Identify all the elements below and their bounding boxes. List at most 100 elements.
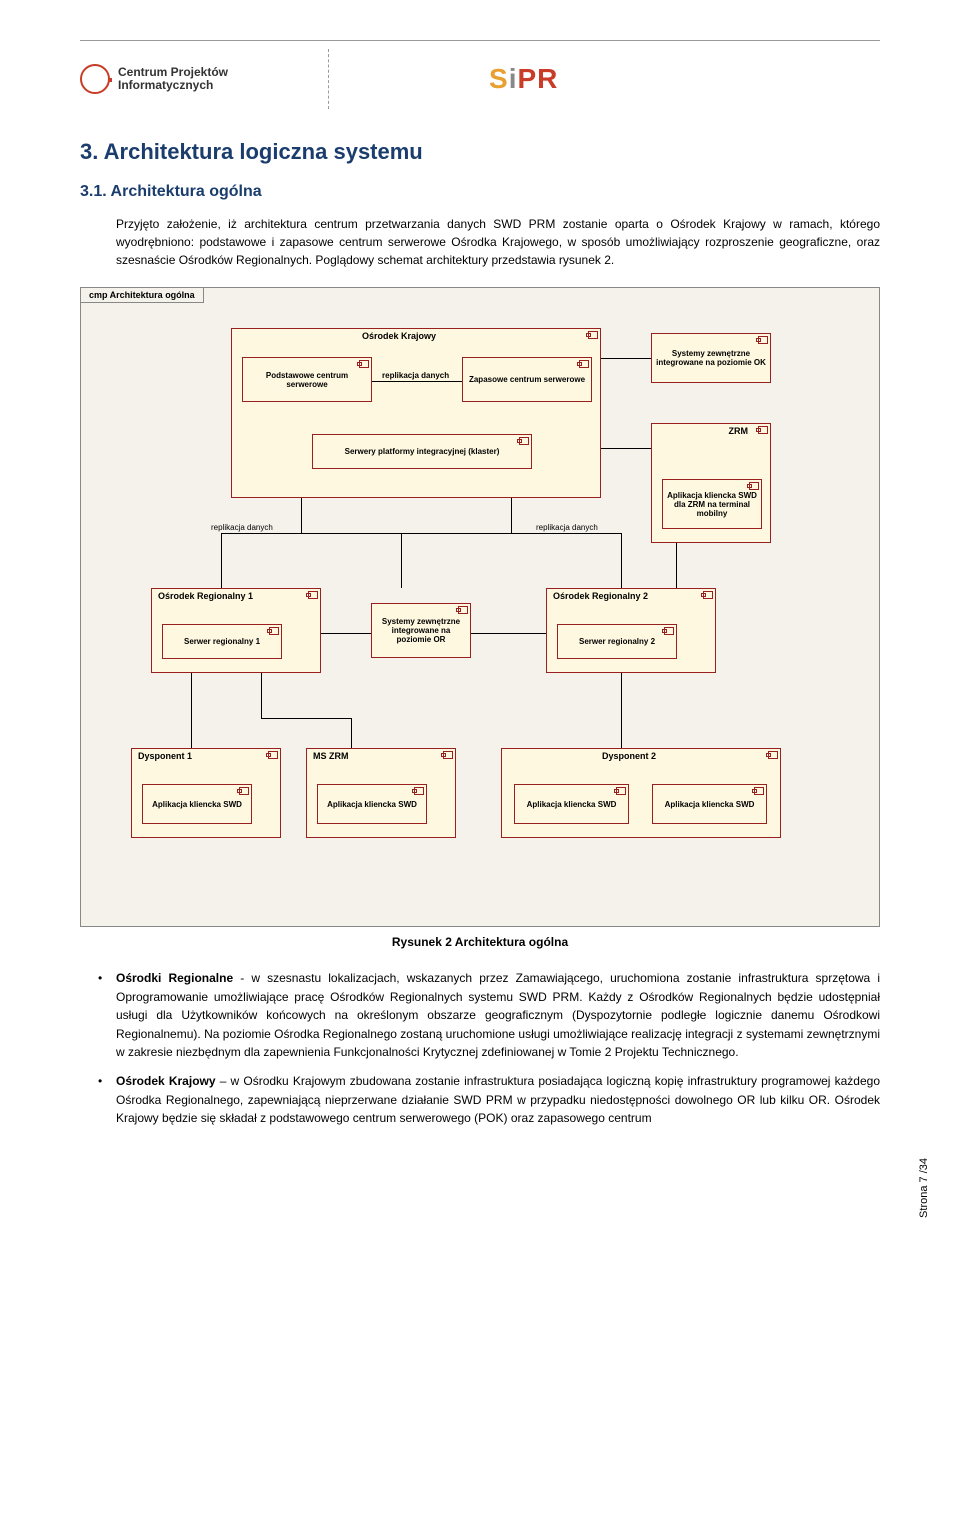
- logo-sipr-s: S: [489, 63, 509, 94]
- bullet-ok: Ośrodek Krajowy – w Ośrodku Krajowym zbu…: [98, 1072, 880, 1128]
- diagram-tab: cmp Architektura ogólna: [81, 288, 204, 303]
- component-icon: [616, 787, 626, 795]
- connector: [261, 673, 262, 718]
- node-serwer-reg2-label: Serwer regionalny 2: [579, 637, 655, 646]
- node-serwer-reg1: Serwer regionalny 1: [162, 624, 282, 659]
- node-podstawowe-label: Podstawowe centrum serwerowe: [247, 371, 367, 389]
- node-mszrm-app-label: Aplikacja kliencka SWD: [327, 800, 417, 809]
- component-icon: [758, 336, 768, 344]
- node-systemy-or-label: Systemy zewnętrzne integrowane na poziom…: [376, 617, 466, 644]
- bullet-ok-text: – w Ośrodku Krajowym zbudowana zostanie …: [116, 1074, 880, 1125]
- component-icon: [414, 787, 424, 795]
- section-heading: 3. Architektura logiczna systemu: [80, 139, 880, 165]
- connector: [471, 633, 546, 634]
- connector: [511, 533, 621, 534]
- node-zapasowe-centrum: Zapasowe centrum serwerowe: [462, 357, 592, 402]
- node-app-zrm-label: Aplikacja kliencka SWD dla ZRM na termin…: [667, 491, 757, 518]
- connector: [351, 718, 352, 748]
- connector: [191, 673, 192, 748]
- connector: [621, 673, 622, 748]
- node-or1: Ośrodek Regionalny 1 Serwer regionalny 1: [151, 588, 321, 673]
- component-icon: [269, 627, 279, 635]
- component-icon: [239, 787, 249, 795]
- component-icon: [458, 606, 468, 614]
- connector: [221, 533, 301, 534]
- document-page: Centrum Projektów Informatycznych SiPR 3…: [0, 0, 960, 1178]
- node-systemy-ok-label: Systemy zewnętrzne integrowane na poziom…: [656, 349, 766, 367]
- node-dysponent2: Dysponent 2 Aplikacja kliencka SWD Aplik…: [501, 748, 781, 838]
- node-serwer-reg1-label: Serwer regionalny 1: [184, 637, 260, 646]
- header-divider: [328, 49, 329, 109]
- architecture-diagram: cmp Architektura ogólna Ośrodek Krajowy …: [80, 287, 880, 927]
- node-zrm-title: ZRM: [729, 426, 749, 436]
- component-icon: [443, 751, 453, 759]
- node-dysp2-app1-label: Aplikacja kliencka SWD: [527, 800, 617, 809]
- logo-cpi-icon: [80, 64, 110, 94]
- connector: [621, 533, 622, 588]
- connector: [601, 448, 651, 449]
- node-podstawowe-centrum: Podstawowe centrum serwerowe: [242, 357, 372, 402]
- edge-replikacja-ok: replikacja danych: [382, 371, 449, 380]
- logo-sipr-pr: PR: [517, 63, 558, 94]
- node-systemy-or: Systemy zewnętrzne integrowane na poziom…: [371, 603, 471, 658]
- node-mszrm-title: MS ZRM: [313, 751, 349, 761]
- connector: [221, 533, 222, 588]
- connector: [261, 718, 351, 719]
- component-icon: [359, 360, 369, 368]
- node-or2: Ośrodek Regionalny 2 Serwer regionalny 2: [546, 588, 716, 673]
- bullet-list: Ośrodki Regionalne - w szesnastu lokaliz…: [98, 969, 880, 1128]
- edge-replikacja-left: replikacja danych: [211, 523, 273, 532]
- node-mszrm: MS ZRM Aplikacja kliencka SWD: [306, 748, 456, 838]
- node-serwer-reg2: Serwer regionalny 2: [557, 624, 677, 659]
- node-zapasowe-label: Zapasowe centrum serwerowe: [469, 375, 585, 384]
- connector: [321, 633, 371, 634]
- page-number: Strona 7 /34: [918, 1158, 930, 1218]
- node-systemy-ok: Systemy zewnętrzne integrowane na poziom…: [651, 333, 771, 383]
- connector: [401, 533, 402, 588]
- node-serwery-label: Serwery platformy integracyjnej (klaster…: [345, 447, 500, 456]
- node-dysp2-title: Dysponent 2: [602, 751, 656, 761]
- intro-paragraph: Przyjęto założenie, iż architektura cent…: [116, 215, 880, 269]
- component-icon: [754, 787, 764, 795]
- node-mszrm-app: Aplikacja kliencka SWD: [317, 784, 427, 824]
- connector: [601, 358, 651, 359]
- component-icon: [664, 627, 674, 635]
- component-icon: [703, 591, 713, 599]
- node-dysp2-app2: Aplikacja kliencka SWD: [652, 784, 767, 824]
- node-dysp1-title: Dysponent 1: [138, 751, 192, 761]
- node-serwery-klaster: Serwery platformy integracyjnej (klaster…: [312, 434, 532, 469]
- component-icon: [768, 751, 778, 759]
- logo-cpi-text: Centrum Projektów Informatycznych: [118, 66, 228, 92]
- component-icon: [588, 331, 598, 339]
- node-or1-title: Ośrodek Regionalny 1: [158, 591, 253, 601]
- node-or2-title: Ośrodek Regionalny 2: [553, 591, 648, 601]
- bullet-or: Ośrodki Regionalne - w szesnastu lokaliz…: [98, 969, 880, 1062]
- page-header: Centrum Projektów Informatycznych SiPR: [80, 40, 880, 109]
- node-dysp1-app-label: Aplikacja kliencka SWD: [152, 800, 242, 809]
- connector: [676, 543, 677, 588]
- logo-cpi: Centrum Projektów Informatycznych: [80, 64, 228, 94]
- edge-replikacja-right: replikacja danych: [536, 523, 598, 532]
- component-icon: [308, 591, 318, 599]
- logo-cpi-line1: Centrum Projektów: [118, 65, 228, 79]
- component-icon: [579, 360, 589, 368]
- component-icon: [749, 482, 759, 490]
- logo-sipr: SiPR: [489, 63, 558, 95]
- node-app-zrm: Aplikacja kliencka SWD dla ZRM na termin…: [662, 479, 762, 529]
- diagram-caption: Rysunek 2 Architektura ogólna: [80, 935, 880, 949]
- sub-heading: 3.1. Architektura ogólna: [80, 183, 880, 201]
- node-dysp2-app1: Aplikacja kliencka SWD: [514, 784, 629, 824]
- node-zrm: ZRM Aplikacja kliencka SWD dla ZRM na te…: [651, 423, 771, 543]
- node-dysp2-app2-label: Aplikacja kliencka SWD: [665, 800, 755, 809]
- node-dysponent1: Dysponent 1 Aplikacja kliencka SWD: [131, 748, 281, 838]
- connector: [372, 381, 462, 382]
- component-icon: [268, 751, 278, 759]
- connector: [301, 533, 511, 534]
- bullet-ok-bold: Ośrodek Krajowy: [116, 1074, 216, 1088]
- node-osrodek-krajowy: Ośrodek Krajowy Podstawowe centrum serwe…: [231, 328, 601, 498]
- node-ok-title: Ośrodek Krajowy: [362, 331, 436, 341]
- connector: [301, 498, 302, 533]
- node-dysp1-app: Aplikacja kliencka SWD: [142, 784, 252, 824]
- logo-cpi-line2: Informatycznych: [118, 78, 213, 92]
- component-icon: [758, 426, 768, 434]
